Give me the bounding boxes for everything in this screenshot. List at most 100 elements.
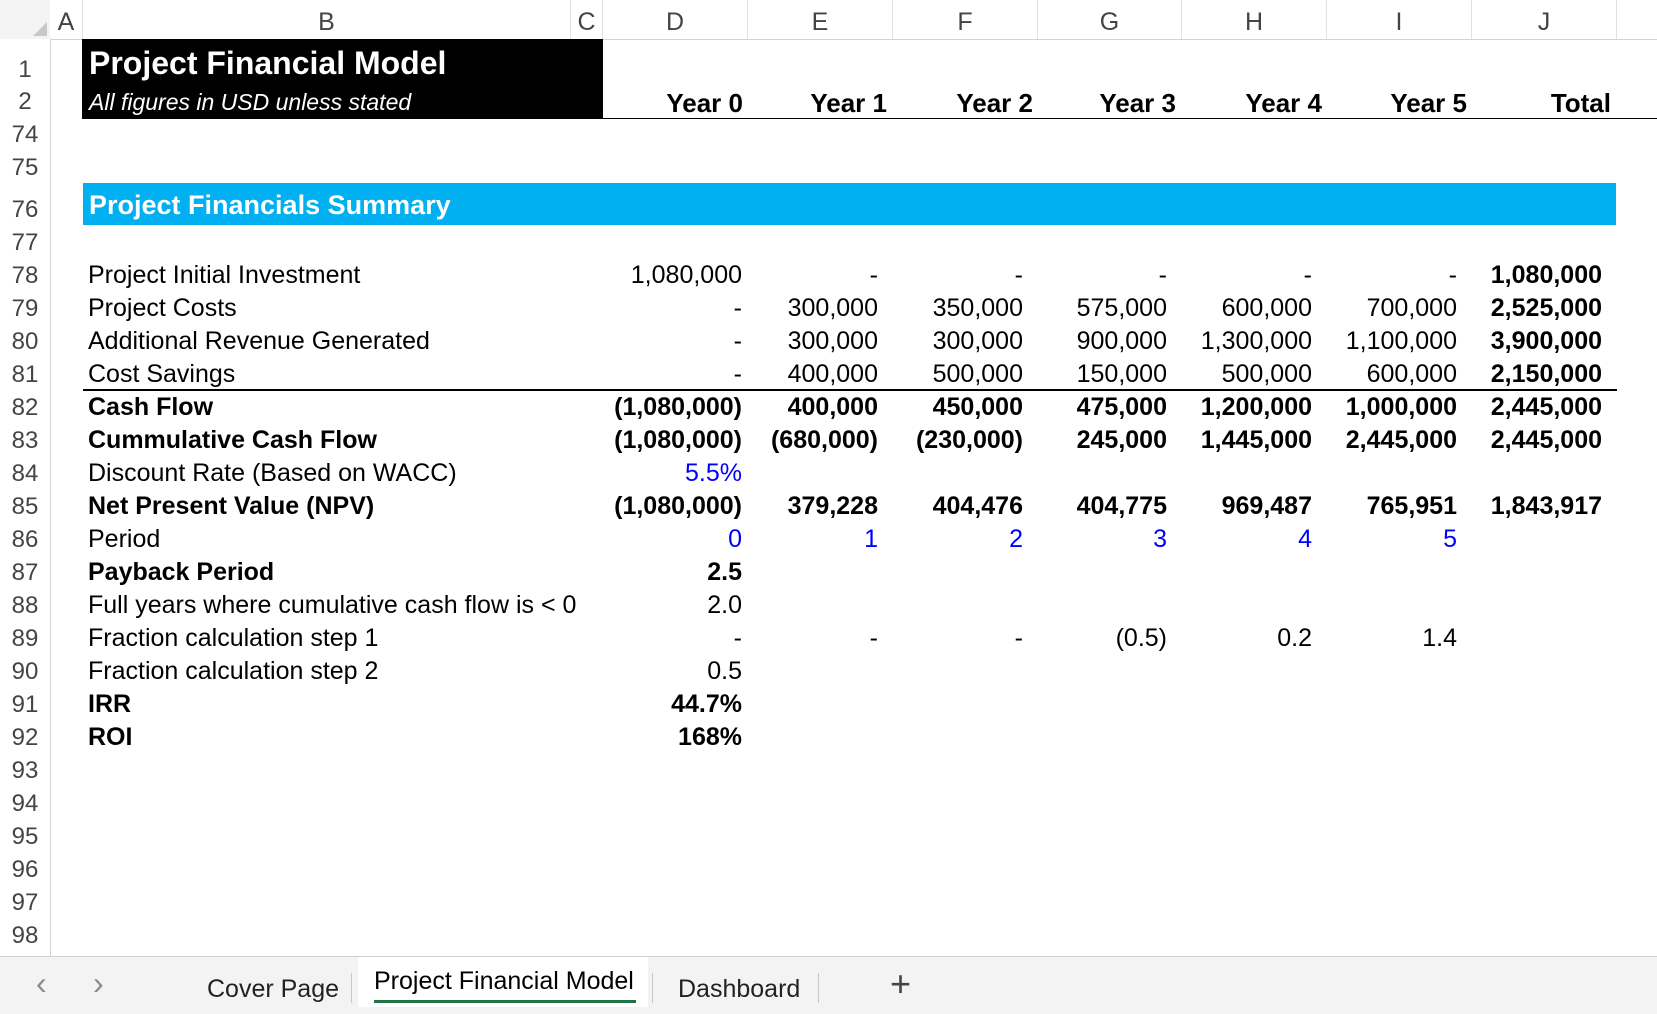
table-cell[interactable]: 0 (728, 525, 742, 553)
table-cell[interactable]: 300,000 (932, 327, 1023, 355)
table-cell[interactable]: 2.0 (707, 591, 742, 619)
row-label[interactable]: Payback Period (88, 558, 275, 586)
sheet-tab-cover-page[interactable]: Cover Page (207, 975, 340, 1003)
row-label[interactable]: Cost Savings (88, 360, 236, 388)
table-cell[interactable]: 350,000 (932, 294, 1023, 322)
table-cell[interactable]: 4 (1298, 525, 1312, 553)
row-label[interactable]: Project Initial Investment (88, 261, 361, 289)
row-header[interactable]: 98 (11, 922, 39, 949)
column-header-f[interactable]: F (893, 0, 1038, 39)
row-label[interactable]: IRR (88, 690, 132, 718)
table-cell[interactable]: (1,080,000) (614, 393, 742, 421)
row-header[interactable]: 85 (11, 493, 39, 520)
year-header-3[interactable]: Year 3 (1099, 88, 1176, 118)
row-label[interactable]: Cash Flow (88, 393, 214, 421)
row-header[interactable]: 95 (11, 823, 39, 850)
column-header-b[interactable]: B (83, 0, 571, 39)
table-cell[interactable]: 575,000 (1076, 294, 1167, 322)
table-cell[interactable]: 2,445,000 (1345, 426, 1457, 454)
table-cell[interactable]: 0.5 (707, 657, 742, 685)
column-header-j[interactable]: J (1472, 0, 1617, 39)
table-cell[interactable]: 2,525,000 (1490, 294, 1602, 322)
row-header[interactable]: 75 (11, 154, 39, 181)
table-cell[interactable]: (1,080,000) (614, 426, 742, 454)
row-header[interactable]: 81 (11, 361, 39, 388)
table-cell[interactable]: 1 (864, 525, 878, 553)
column-header-d[interactable]: D (603, 0, 748, 39)
row-header[interactable]: 79 (11, 295, 39, 322)
column-header-h[interactable]: H (1182, 0, 1327, 39)
table-cell[interactable]: 3 (1153, 525, 1167, 553)
year-header-2[interactable]: Year 2 (956, 88, 1033, 118)
table-cell[interactable]: - (1014, 624, 1023, 652)
column-header-i[interactable]: I (1327, 0, 1472, 39)
row-header[interactable]: 84 (11, 460, 39, 487)
table-cell[interactable]: - (1448, 261, 1457, 289)
row-label[interactable]: Project Costs (88, 294, 237, 322)
table-cell[interactable]: 2,445,000 (1490, 393, 1602, 421)
row-header[interactable]: 91 (11, 691, 39, 718)
table-cell[interactable]: - (733, 624, 742, 652)
table-cell[interactable]: 475,000 (1076, 393, 1167, 421)
row-header[interactable]: 2 (18, 88, 32, 115)
row-header[interactable]: 90 (11, 658, 39, 685)
table-cell[interactable]: 2,150,000 (1490, 360, 1602, 388)
row-header[interactable]: 92 (11, 724, 39, 751)
year-header-total[interactable]: Total (1550, 88, 1611, 118)
table-cell[interactable]: - (1014, 261, 1023, 289)
row-header[interactable]: 1 (18, 56, 32, 83)
row-header[interactable]: 87 (11, 559, 39, 586)
plus-icon[interactable]: + (890, 963, 912, 1004)
chevron-right-icon[interactable]: › (93, 965, 104, 1001)
row-header[interactable]: 89 (11, 625, 39, 652)
table-cell[interactable]: (1,080,000) (614, 492, 742, 520)
table-cell[interactable]: 379,228 (787, 492, 878, 520)
row-header[interactable]: 93 (11, 757, 39, 784)
table-cell[interactable]: - (733, 360, 742, 388)
title-block[interactable]: Project Financial Model All figures in U… (82, 39, 603, 119)
table-cell[interactable]: - (733, 294, 742, 322)
table-cell[interactable]: 1,000,000 (1345, 393, 1457, 421)
table-cell[interactable]: 969,487 (1221, 492, 1312, 520)
year-header-4[interactable]: Year 4 (1245, 88, 1322, 118)
table-cell[interactable]: 600,000 (1366, 360, 1457, 388)
row-header[interactable]: 78 (11, 262, 39, 289)
sheet-tab-project-financial-model[interactable]: Project Financial Model (374, 967, 634, 995)
row-label[interactable]: ROI (88, 723, 133, 751)
row-header[interactable]: 86 (11, 526, 39, 553)
table-cell[interactable]: 300,000 (787, 327, 878, 355)
row-label[interactable]: Fraction calculation step 2 (88, 657, 379, 685)
table-cell[interactable]: (0.5) (1115, 624, 1167, 652)
row-header[interactable]: 80 (11, 328, 39, 355)
table-cell[interactable]: 1,843,917 (1490, 492, 1602, 520)
section-header-bar[interactable]: Project Financials Summary (83, 183, 1616, 225)
row-header[interactable]: 82 (11, 394, 39, 421)
column-header-e[interactable]: E (748, 0, 893, 39)
row-header[interactable]: 83 (11, 427, 39, 454)
table-cell[interactable]: - (869, 624, 878, 652)
table-cell[interactable]: 44.7% (671, 690, 742, 718)
year-header-0[interactable]: Year 0 (666, 88, 743, 118)
sheet-tab-dashboard[interactable]: Dashboard (678, 975, 801, 1003)
row-header[interactable]: 88 (11, 592, 39, 619)
table-cell[interactable]: 500,000 (932, 360, 1023, 388)
table-cell[interactable]: 5.5% (685, 459, 742, 487)
row-label[interactable]: Full years where cumulative cash flow is… (88, 591, 577, 619)
table-cell[interactable]: 900,000 (1076, 327, 1167, 355)
table-cell[interactable]: - (1303, 261, 1312, 289)
table-cell[interactable]: 500,000 (1221, 360, 1312, 388)
table-cell[interactable]: 3,900,000 (1490, 327, 1602, 355)
table-cell[interactable]: 2.5 (707, 558, 742, 586)
table-cell[interactable]: 1.4 (1422, 624, 1457, 652)
table-cell[interactable]: (230,000) (915, 426, 1023, 454)
row-label[interactable]: Additional Revenue Generated (88, 327, 430, 355)
row-label[interactable]: Net Present Value (NPV) (88, 492, 375, 520)
row-header[interactable]: 76 (11, 196, 39, 223)
table-cell[interactable]: 400,000 (787, 360, 878, 388)
table-cell[interactable]: 600,000 (1221, 294, 1312, 322)
table-cell[interactable]: 765,951 (1366, 492, 1457, 520)
column-header-c[interactable]: C (571, 0, 603, 39)
table-cell[interactable]: - (1158, 261, 1167, 289)
row-label[interactable]: Fraction calculation step 1 (88, 624, 379, 652)
row-label[interactable]: Cummulative Cash Flow (88, 426, 377, 454)
